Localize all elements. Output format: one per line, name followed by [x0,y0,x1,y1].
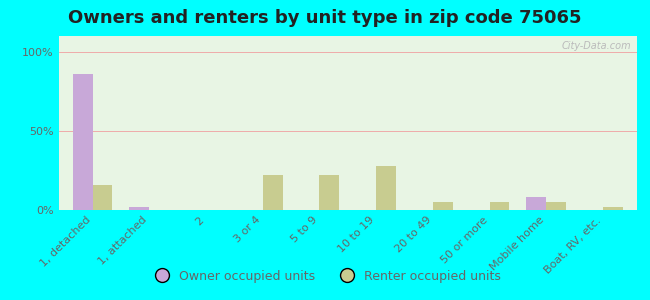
Bar [376,166,396,210]
Bar [546,202,566,210]
Bar [526,197,546,210]
Bar [489,202,510,210]
Text: Owners and renters by unit type in zip code 75065: Owners and renters by unit type in zip c… [68,9,582,27]
Bar [319,175,339,210]
Bar [263,175,283,210]
Bar [129,207,150,210]
Text: City-Data.com: City-Data.com [562,41,631,51]
Bar [73,74,92,210]
Bar [92,185,112,210]
Bar [433,202,452,210]
Bar [603,207,623,210]
Legend: Owner occupied units, Renter occupied units: Owner occupied units, Renter occupied un… [144,265,506,288]
